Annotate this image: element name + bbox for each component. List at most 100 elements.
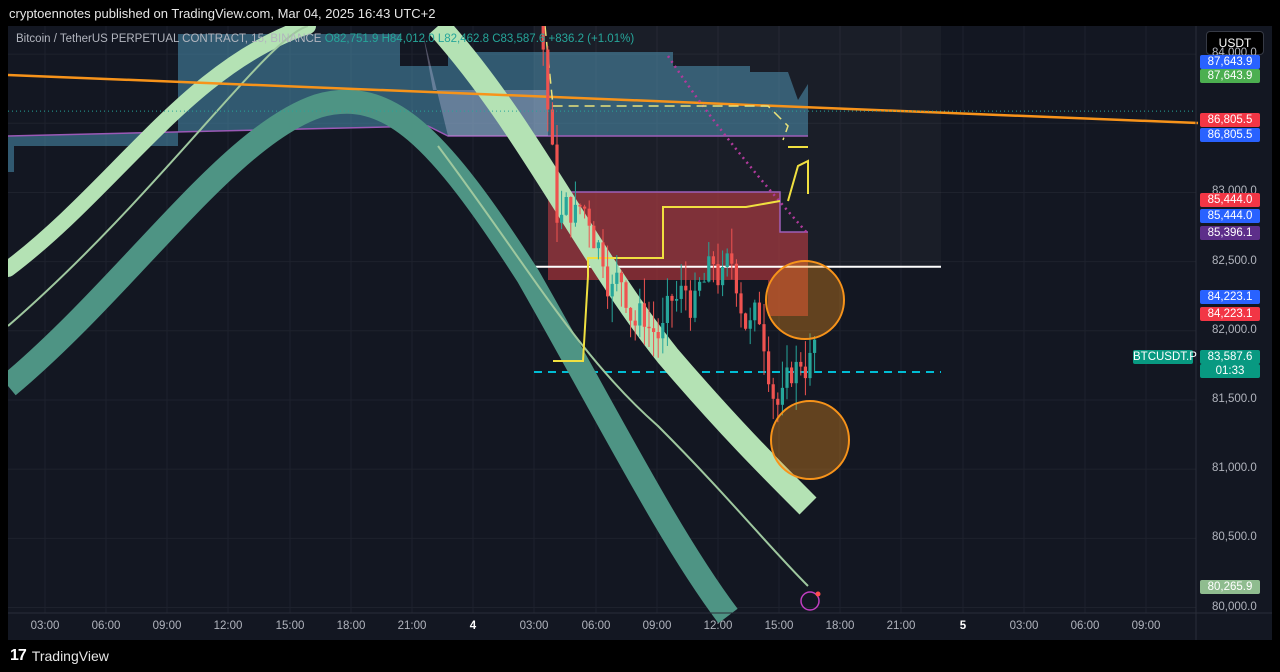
currency-button[interactable]: USDT [1206, 31, 1264, 55]
x-tick-label: 06:00 [1070, 620, 1100, 632]
price-label: 83,587.6 [1200, 350, 1260, 364]
x-tick-label: 03:00 [519, 620, 549, 632]
highlight-circle-bottom [770, 400, 850, 480]
candle-body [587, 208, 591, 226]
candle-body [711, 256, 715, 265]
candle-body [541, 26, 545, 50]
candle-body [633, 320, 637, 326]
highlight-circle-top [765, 260, 845, 340]
brand-name: TradingView [31, 648, 109, 664]
candle-body [652, 328, 656, 333]
candle-body [550, 109, 554, 145]
y-tick-label: 82,500.0 [1212, 254, 1257, 267]
candle-body [601, 242, 605, 267]
price-label: 84,223.1 [1200, 290, 1260, 304]
candle-body [638, 303, 642, 326]
candle-body [555, 144, 559, 223]
x-tick-label: 06:00 [581, 620, 611, 632]
candle-body [739, 293, 743, 314]
candle-body [583, 206, 587, 209]
candle-body [776, 398, 780, 405]
countdown-label: 01:33 [1200, 364, 1260, 378]
candle-body [560, 214, 564, 223]
candle-body [716, 264, 720, 286]
publisher-header: cryptoennotes published on TradingView.c… [0, 0, 1280, 26]
yellow-step-line [553, 200, 781, 362]
x-tick-label: 21:00 [397, 620, 427, 632]
y-tick-label: 80,500.0 [1212, 531, 1257, 544]
y-tick-label: 81,500.0 [1212, 392, 1257, 405]
candle-body [615, 272, 619, 284]
candle-body [684, 285, 688, 291]
candle-body [596, 242, 600, 249]
x-tick-label: 18:00 [336, 620, 366, 632]
price-label: 87,643.9 [1200, 69, 1260, 83]
candle-body [744, 313, 748, 329]
tradingview-logo-icon: 17 [10, 647, 27, 664]
candle-body [624, 282, 628, 308]
candle-body [771, 384, 775, 399]
price-label: 84,223.1 [1200, 307, 1260, 321]
candle-body [794, 361, 798, 384]
yellow-step-right [787, 146, 809, 202]
candle-body [546, 49, 550, 110]
price-label: 85,444.0 [1200, 209, 1260, 223]
candle-body [675, 298, 679, 301]
candle-body [573, 204, 577, 223]
x-tick-label: 03:00 [1009, 620, 1039, 632]
candle-body [753, 302, 757, 321]
price-label: 86,805.5 [1200, 113, 1260, 127]
dotted-line [666, 55, 809, 235]
symbol-legend[interactable]: Bitcoin / TetherUS PERPETUAL CONTRACT, 1… [16, 33, 634, 45]
x-tick-label: 5 [959, 620, 967, 632]
candle-body [730, 253, 734, 264]
price-label: 87,643.9 [1200, 55, 1260, 69]
price-label: 80,265.9 [1200, 580, 1260, 594]
candle-body [767, 351, 771, 385]
candle-body [569, 196, 573, 223]
y-tick-label: 80,000.0 [1212, 600, 1257, 613]
thin-ma-line [8, 26, 809, 587]
candle-body [762, 324, 766, 352]
x-tick-label: 09:00 [1131, 620, 1161, 632]
candle-body [734, 263, 738, 294]
ohlc-values: O82,751.9 H84,012.0 L82,462.8 C83,587.6 … [324, 33, 635, 45]
candle-body [642, 303, 646, 327]
x-tick-label: 15:00 [275, 620, 305, 632]
yellow-dashed-upper [544, 26, 789, 141]
cloud-lower-edge [8, 125, 808, 137]
candle-body [564, 196, 568, 215]
dark-band [8, 89, 738, 624]
candle-body [647, 326, 651, 329]
candle-body [790, 367, 794, 384]
x-tick-label: 06:00 [91, 620, 121, 632]
candle-body [693, 290, 697, 318]
candle-body [721, 267, 725, 286]
candle-body [748, 320, 752, 329]
x-tick-label: 15:00 [764, 620, 794, 632]
candle-body [610, 283, 614, 297]
alert-lightning-icon [800, 591, 820, 611]
chart-area[interactable]: Bitcoin / TetherUS PERPETUAL CONTRACT, 1… [8, 26, 1272, 640]
price-chart[interactable] [8, 26, 1272, 640]
ticker-label: BTCUSDT.P [1133, 350, 1197, 364]
candle-body [656, 332, 660, 339]
candle-body [803, 366, 807, 379]
price-label: 85,396.1 [1200, 226, 1260, 240]
candle-body [698, 281, 702, 291]
trend-line [8, 73, 1199, 125]
y-tick-label: 81,000.0 [1212, 462, 1257, 475]
candle-body [780, 387, 784, 405]
x-tick-label: 21:00 [886, 620, 916, 632]
candle-body [665, 295, 669, 323]
x-tick-label: 18:00 [825, 620, 855, 632]
x-tick-label: 12:00 [213, 620, 243, 632]
x-tick-label: 03:00 [30, 620, 60, 632]
candle-body [785, 367, 789, 388]
ichimoku-cloud [8, 34, 808, 172]
x-tick-label: 12:00 [703, 620, 733, 632]
candle-body [813, 339, 817, 353]
candle-body [670, 295, 674, 301]
red-supply-zone [548, 192, 808, 316]
candle-body [757, 302, 761, 325]
